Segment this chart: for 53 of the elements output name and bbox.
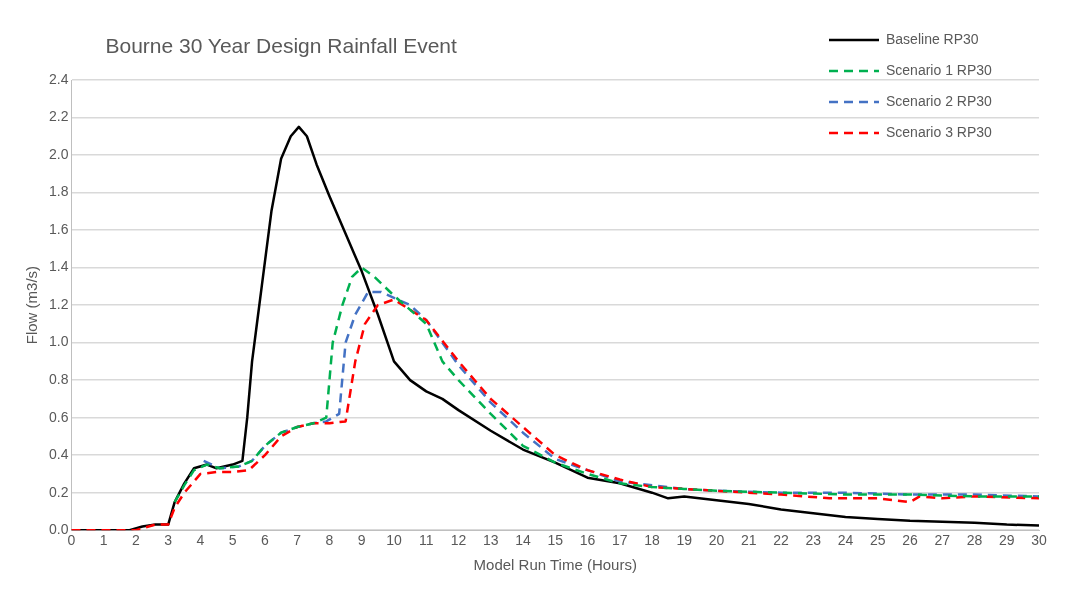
x-tick-label: 20 — [708, 532, 725, 549]
x-tick-label: 10 — [386, 532, 402, 549]
x-tick-label: 22 — [773, 532, 789, 549]
y-tick-label: 2.2 — [48, 108, 69, 125]
y-tick-label: 0.0 — [48, 521, 69, 538]
x-tick-label: 24 — [837, 532, 854, 549]
x-tick-label: 15 — [547, 532, 564, 549]
y-tick-label: 1.0 — [48, 333, 69, 350]
x-tick-label: 13 — [482, 532, 499, 549]
line-series — [173, 266, 1039, 504]
x-tick-label: 9 — [357, 532, 366, 549]
x-tick-label: 12 — [450, 532, 467, 549]
x-tick-label: 18 — [644, 532, 660, 549]
legend-label: Scenario 1 RP30 — [886, 61, 993, 78]
x-tick-label: 7 — [293, 532, 302, 549]
y-tick-label: 2.0 — [48, 145, 69, 162]
y-tick-label: 0.6 — [48, 408, 69, 425]
x-tick-label: 11 — [418, 532, 434, 549]
y-tick-label: 1.4 — [48, 258, 69, 275]
x-tick-label: 2 — [132, 532, 141, 549]
y-tick-label: 0.4 — [48, 446, 69, 463]
y-tick-label: 1.8 — [48, 183, 69, 200]
y-tick-label: 0.2 — [48, 483, 69, 500]
x-tick-label: 26 — [902, 532, 918, 549]
x-tick-label: 1 — [99, 532, 108, 549]
y-tick-label: 1.2 — [48, 295, 69, 312]
x-tick-label: 17 — [611, 532, 628, 549]
x-tick-label: 14 — [515, 532, 531, 549]
y-tick-label: 0.8 — [48, 370, 69, 387]
x-tick-label: 8 — [325, 532, 334, 549]
y-tick-label: 2.4 — [48, 70, 69, 87]
x-tick-label: 6 — [261, 532, 270, 549]
x-tick-label: 16 — [579, 532, 596, 549]
x-tick-label: 25 — [869, 532, 886, 549]
legend-label: Scenario 2 RP30 — [886, 92, 993, 109]
line-series — [202, 290, 1039, 498]
y-axis-title: Flow (m3/s) — [23, 265, 41, 345]
x-tick-label: 21 — [740, 532, 757, 549]
x-tick-label: 30 — [1031, 532, 1047, 549]
x-tick-label: 3 — [164, 532, 173, 549]
x-tick-label: 4 — [196, 532, 205, 549]
x-tick-label: 23 — [805, 532, 822, 549]
chart-title: Bourne 30 Year Design Rainfall Event — [105, 33, 458, 57]
x-tick-label: 5 — [228, 532, 237, 549]
x-tick-label: 19 — [676, 532, 693, 549]
x-tick-label: 28 — [966, 532, 983, 549]
y-tick-label: 1.6 — [48, 220, 69, 237]
x-tick-label: 29 — [998, 532, 1015, 549]
x-axis-title: Model Run Time (Hours) — [473, 556, 637, 574]
legend-label: Baseline RP30 — [886, 30, 979, 47]
legend-label: Scenario 3 RP30 — [886, 123, 993, 140]
x-tick-label: 0 — [67, 532, 76, 549]
x-tick-label: 27 — [934, 532, 951, 549]
